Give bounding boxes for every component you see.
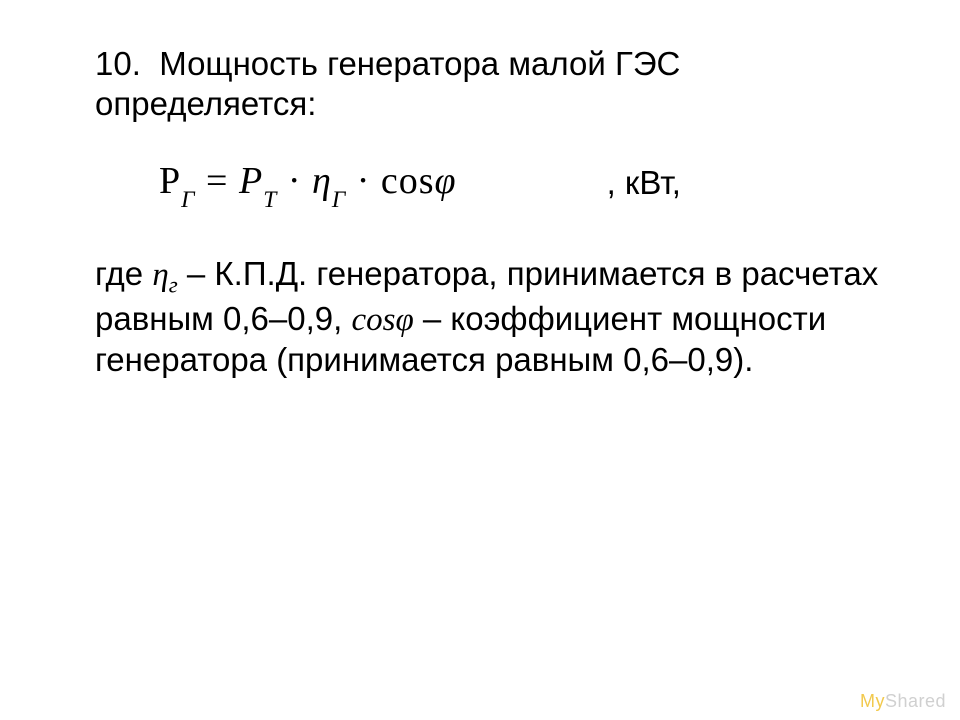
formula-P-sub: Г: [181, 187, 195, 213]
formula-dot1: ·: [277, 160, 312, 202]
eta-symbol: η: [152, 257, 168, 293]
formula-unit: , кВт,: [607, 164, 681, 202]
cosphi-symbol: cosφ: [351, 302, 413, 338]
slide: 10. Мощность генератора малой ГЭС опреде…: [0, 0, 960, 720]
heading: 10. Мощность генератора малой ГЭС опреде…: [95, 44, 890, 125]
eta-subscript: г: [169, 272, 178, 298]
unit-text: кВт,: [625, 164, 681, 201]
formula-P2-sub: T: [263, 187, 277, 213]
formula-row: PГ = PT · ηГ · cosφ , кВт,: [95, 159, 890, 209]
watermark-shared: Shared: [885, 691, 946, 711]
description: где ηг – К.П.Д. генератора, принимается …: [95, 254, 890, 380]
watermark: MyShared: [860, 691, 946, 712]
item-number: 10.: [95, 45, 159, 82]
formula-eq: =: [196, 160, 239, 202]
formula-eta-sub: Г: [332, 187, 346, 213]
formula-cos: cos: [381, 160, 435, 202]
watermark-my: My: [860, 691, 885, 711]
heading-text: Мощность генератора малой ГЭС определяет…: [95, 45, 680, 122]
desc-part1: где: [95, 255, 152, 292]
formula-dot2: ·: [346, 160, 381, 202]
unit-prefix: ,: [607, 164, 625, 201]
formula-phi: φ: [435, 160, 457, 202]
formula-P2: P: [239, 160, 263, 202]
formula: PГ = PT · ηГ · cosφ: [159, 159, 457, 209]
formula-eta: η: [312, 160, 332, 202]
formula-P: P: [159, 160, 181, 202]
